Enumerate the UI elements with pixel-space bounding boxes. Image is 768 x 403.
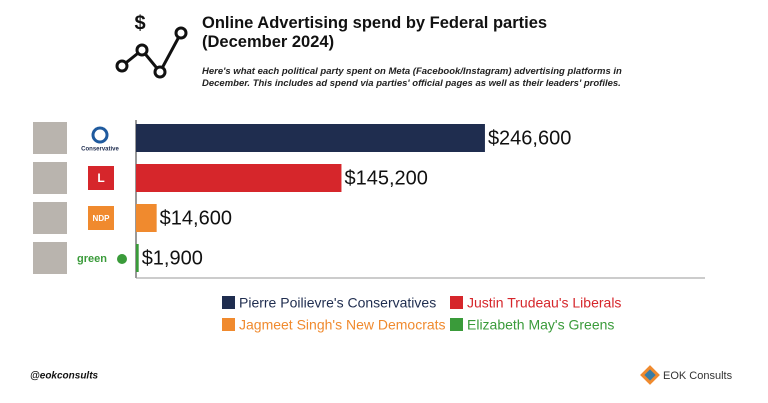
value-label: $1,900 xyxy=(142,247,203,269)
legend-swatch xyxy=(222,296,235,309)
brand-icon xyxy=(644,369,656,381)
logo-label: L xyxy=(97,171,104,185)
value-label: $145,200 xyxy=(344,167,427,189)
bar xyxy=(136,124,485,152)
party-logo xyxy=(78,246,124,270)
leader-photo xyxy=(33,162,67,194)
chart-title: Online Advertising spend by Federal part… xyxy=(202,14,548,51)
brand-logo xyxy=(640,365,660,385)
icon-dot xyxy=(135,43,149,57)
icon-line xyxy=(121,32,183,75)
value-label: $246,600 xyxy=(488,127,571,149)
party-logo xyxy=(78,126,124,150)
chart-subtitle: Here's what each political party spent o… xyxy=(202,66,622,89)
legend-label: Pierre Poilievre's Conservatives xyxy=(239,295,436,311)
value-label: $14,600 xyxy=(160,207,232,229)
logo-mark xyxy=(117,254,127,264)
footer-brand: EOK Consults xyxy=(663,370,733,382)
icon-dot xyxy=(174,26,188,40)
logo-mark xyxy=(91,126,109,144)
icon-dot xyxy=(153,65,167,79)
logo-label: NDP xyxy=(93,214,111,223)
party-logo xyxy=(88,166,114,190)
bar xyxy=(136,244,139,272)
legend-swatch xyxy=(450,318,463,331)
leader-photo xyxy=(33,122,67,154)
legend-swatch xyxy=(450,296,463,309)
logo-label: Conservative xyxy=(81,147,119,153)
bar xyxy=(136,204,157,232)
legend-label: Elizabeth May's Greens xyxy=(467,317,614,333)
leader-photo xyxy=(33,242,67,274)
leader-photo xyxy=(33,202,67,234)
party-logo xyxy=(88,206,114,230)
legend-swatch xyxy=(222,318,235,331)
icon-symbol: $ xyxy=(134,12,145,34)
legend-label: Justin Trudeau's Liberals xyxy=(467,295,621,311)
logo-label: green xyxy=(77,253,107,265)
bar xyxy=(136,164,342,192)
footer-handle: @eokconsults xyxy=(30,371,99,382)
header-icon xyxy=(115,26,188,79)
icon-dot xyxy=(115,59,129,73)
legend-label: Jagmeet Singh's New Democrats xyxy=(239,317,446,333)
